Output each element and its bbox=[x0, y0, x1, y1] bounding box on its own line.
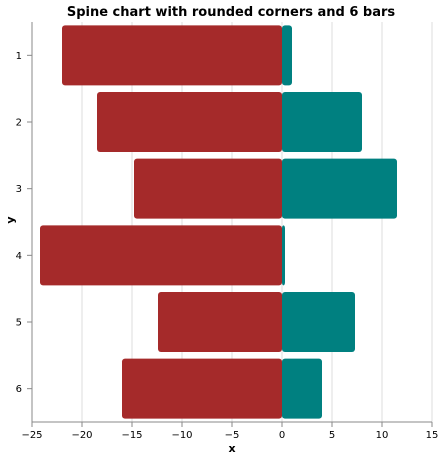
bar-negative-3 bbox=[134, 159, 282, 219]
bar-positive-6 bbox=[282, 359, 322, 419]
bar-positive-1 bbox=[282, 25, 292, 85]
y-tick-label-5: 5 bbox=[16, 318, 22, 329]
bar-negative-5 bbox=[158, 292, 282, 352]
y-axis-label: y bbox=[4, 216, 17, 223]
x-tick-label-3: −10 bbox=[171, 430, 192, 441]
y-tick-label-4: 4 bbox=[16, 251, 22, 262]
bar-negative-1 bbox=[62, 25, 282, 85]
y-tick-label-6: 6 bbox=[16, 384, 22, 395]
bar-negative-4 bbox=[40, 225, 282, 285]
x-tick-label-4: −5 bbox=[225, 430, 240, 441]
y-tick-label-2: 2 bbox=[16, 118, 22, 129]
bar-negative-6 bbox=[122, 359, 282, 419]
x-axis-label: x bbox=[228, 442, 235, 455]
y-tick-label-3: 3 bbox=[16, 184, 22, 195]
x-tick-label-2: −15 bbox=[121, 430, 142, 441]
x-tick-label-7: 10 bbox=[376, 430, 389, 441]
bar-positive-4 bbox=[282, 225, 285, 285]
chart-title: Spine chart with rounded corners and 6 b… bbox=[67, 5, 396, 20]
bar-positive-2 bbox=[282, 92, 362, 152]
y-tick-label-1: 1 bbox=[16, 51, 22, 62]
x-tick-label-6: 5 bbox=[329, 430, 335, 441]
x-tick-label-1: −20 bbox=[71, 430, 92, 441]
x-tick-label-5: 0 bbox=[279, 430, 285, 441]
bars bbox=[40, 25, 397, 418]
bar-positive-5 bbox=[282, 292, 355, 352]
bar-positive-3 bbox=[282, 159, 397, 219]
bar-negative-2 bbox=[97, 92, 282, 152]
x-tick-label-0: −25 bbox=[21, 430, 42, 441]
x-tick-label-8: 15 bbox=[426, 430, 438, 441]
